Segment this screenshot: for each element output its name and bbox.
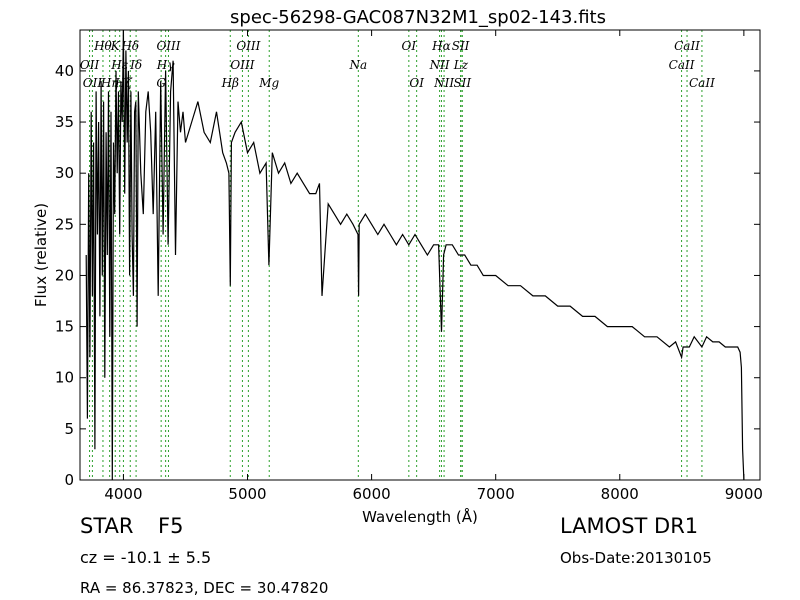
- marker-label-16: Na: [349, 58, 368, 72]
- marker-label-20: Hα: [431, 39, 451, 53]
- redshift-value: cz = -10.1 ± 5.5: [80, 548, 212, 567]
- observation-date: Obs-Date:20130105: [560, 549, 712, 567]
- marker-label-18: OI: [409, 76, 424, 90]
- chart-title: spec-56298-GAC087N32M1_sp02-143.fits: [230, 7, 606, 28]
- marker-label-1: OII: [83, 76, 103, 90]
- y-tick-label-7: 35: [55, 113, 74, 131]
- marker-label-4: K: [110, 39, 121, 53]
- y-axis-ticks: 0 5 10 15 20 25 30 35 40: [55, 62, 760, 489]
- y-tick-label-0: 0: [64, 471, 74, 489]
- marker-label-27: CaII: [689, 76, 715, 90]
- marker-label-15: Mg: [258, 76, 279, 90]
- object-subclass: F5: [158, 514, 184, 538]
- x-tick-label-3: 7000: [477, 485, 515, 503]
- marker-label-21: NII: [433, 76, 454, 90]
- marker-label-8: Iδ: [129, 58, 142, 72]
- marker-label-2: Hθ: [93, 39, 112, 53]
- x-tick-label-2: 6000: [353, 485, 391, 503]
- y-axis-label: Flux (relative): [32, 203, 50, 307]
- x-axis-label: Wavelength (Å): [362, 507, 478, 526]
- marker-label-17: OI: [402, 39, 417, 53]
- marker-label-3: Hη: [100, 76, 119, 90]
- y-tick-label-4: 20: [55, 266, 74, 284]
- spectrum-line: [85, 29, 745, 481]
- x-tick-label-4: 8000: [601, 485, 639, 503]
- marker-label-22: SII: [452, 39, 470, 53]
- x-tick-label-1: 5000: [228, 485, 266, 503]
- marker-label-25: CaII: [669, 58, 695, 72]
- y-tick-label-6: 30: [55, 164, 74, 182]
- marker-label-14: OIII: [236, 39, 260, 53]
- survey-name: LAMOST DR1: [560, 514, 699, 538]
- x-axis-ticks: 4000 5000 6000 7000 8000 9000: [104, 30, 763, 503]
- y-tick-label-1: 5: [64, 420, 74, 438]
- marker-label-19: NII: [429, 58, 450, 72]
- object-class: STAR: [80, 514, 134, 538]
- spectral-line-labels: OIIOIIHθHηKHεHζHδIδGHγOIIIHβOIIIOIIIMgNa…: [80, 39, 715, 90]
- marker-label-24: SII: [453, 76, 471, 90]
- marker-label-10: Hγ: [156, 58, 175, 72]
- y-tick-label-3: 15: [55, 318, 74, 336]
- marker-label-26: CaII: [674, 39, 700, 53]
- spectral-line-markers: [89, 30, 703, 480]
- x-tick-label-0: 4000: [104, 485, 142, 503]
- marker-label-23: Lz: [453, 58, 469, 72]
- plot-frame: [79, 29, 761, 481]
- marker-label-9: G: [156, 76, 166, 90]
- marker-label-7: Hδ: [120, 39, 139, 53]
- marker-label-13: OIII: [230, 58, 254, 72]
- marker-label-12: Hβ: [221, 76, 239, 90]
- y-tick-label-5: 25: [55, 215, 74, 233]
- y-tick-label-8: 40: [55, 62, 74, 80]
- marker-label-11: OIII: [156, 39, 180, 53]
- marker-label-0: OII: [80, 58, 100, 72]
- y-tick-label-2: 10: [55, 369, 74, 387]
- coordinates: RA = 86.37823, DEC = 30.47820: [80, 579, 329, 597]
- x-tick-label-5: 9000: [725, 485, 763, 503]
